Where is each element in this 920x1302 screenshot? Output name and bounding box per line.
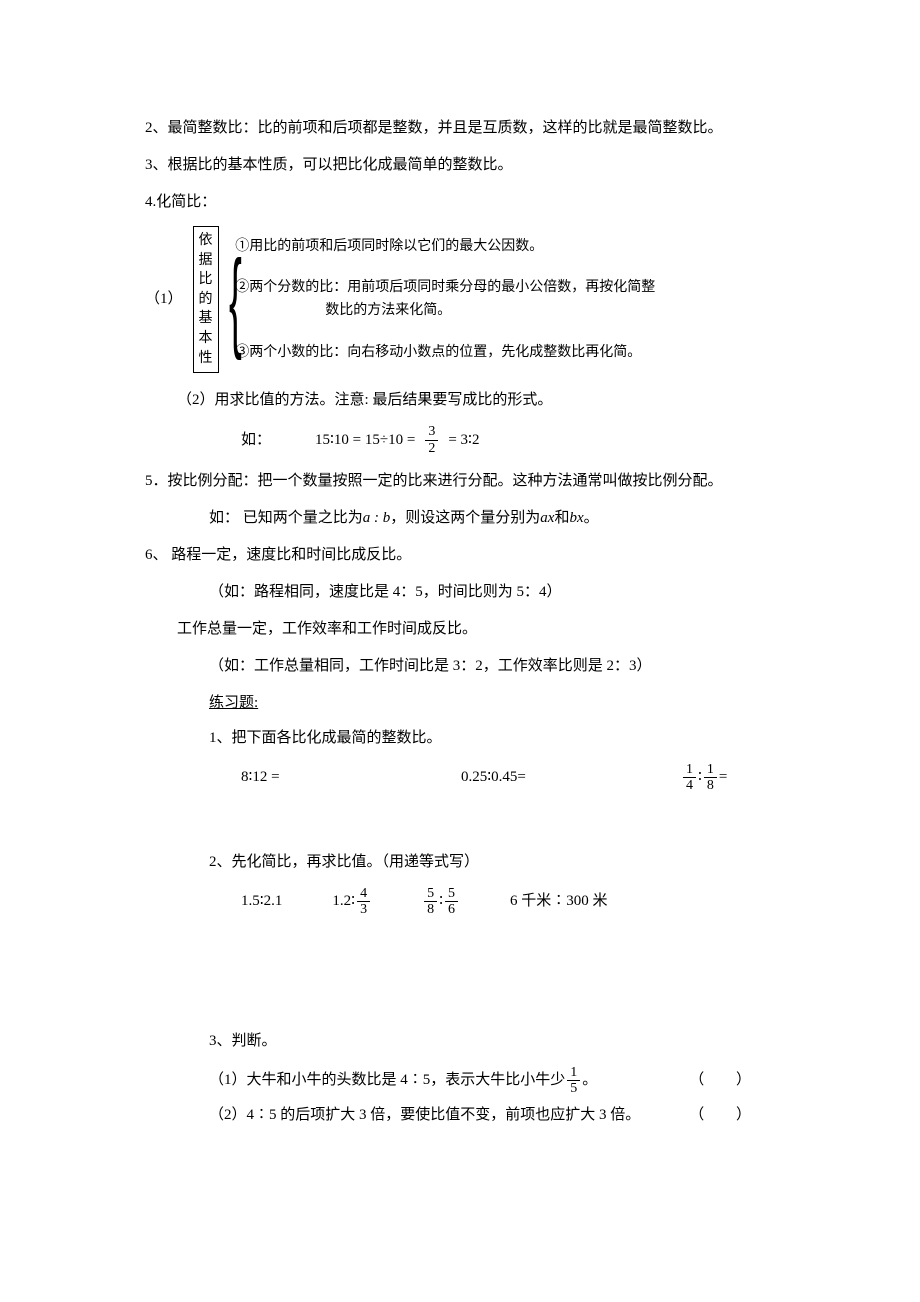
p7-and: 和 (554, 510, 569, 526)
judge-paren: （ ） (689, 1067, 765, 1094)
p7-prefix: 如： 已知两个量之比为 (209, 510, 363, 526)
para-2: 2、最简整数比：比的前项和后项都是整数，并且是互质数，这样的比就是最简整数比。 (145, 115, 805, 142)
ex2-d: 6 千米∶300 米 (510, 886, 608, 918)
frac-1-4: 1 4 (683, 762, 696, 794)
box-char: 本 (196, 329, 216, 349)
eq-part1: 15∶10 = 15÷10 = (315, 427, 415, 454)
ex1-b: 0.25∶0.45= (461, 762, 681, 794)
frac-den: 8 (424, 902, 437, 917)
para-6-ex: （如：路程相同，速度比是 4：5，时间比则为 5：4） (145, 579, 805, 606)
para-5: 5．按比例分配：把一个数量按照一定的比来进行分配。这种方法通常叫做按比例分配。 (145, 468, 805, 495)
simplify-method-1: （1） 依 据 比 的 基 本 性 { ①用比的前项和后项同时除以它们的最大公因… (145, 226, 805, 373)
frac-num: 1 (683, 762, 696, 778)
para-3: 3、根据比的基本性质，可以把比化成最简单的整数比。 (145, 152, 805, 179)
equals: = (719, 764, 727, 791)
box-char: 据 (196, 251, 216, 271)
ex-heading-text: 练习题: (209, 695, 258, 711)
brace-item-1: ①用比的前项和后项同时除以它们的最大公因数。 (235, 234, 655, 259)
frac-den: 4 (683, 778, 696, 793)
para-5-ex: 如： 已知两个量之比为a : b，则设这两个量分别为ax和bx。 (145, 505, 805, 532)
frac-num: 5 (445, 886, 458, 902)
judge-2: （2）4∶5 的后项扩大 3 倍，要使比值不变，前项也应扩大 3 倍。 （ ） (145, 1102, 805, 1129)
ex2-b: 1.2∶ 4 3 (332, 886, 372, 918)
frac-5-6: 5 6 (445, 886, 458, 918)
frac-den: 2 (425, 441, 438, 456)
frac-5-8: 5 8 (424, 886, 437, 918)
fraction-3-2: 3 2 (425, 424, 438, 456)
frac-num: 3 (425, 424, 438, 440)
frac-den: 6 (445, 902, 458, 917)
ex2-a: 1.5∶2.1 (241, 886, 282, 918)
box-char: 比 (196, 270, 216, 290)
brace-item-2: ②两个分数的比：用前项后项同时乘分母的最小公倍数，再按化简整 数比的方法来化简。 (235, 277, 655, 322)
box-char: 依 (196, 231, 216, 251)
p7-mid: ，则设这两个量分别为 (390, 510, 540, 526)
exercise-heading: 练习题: (145, 690, 805, 717)
para-6b: 工作总量一定，工作效率和工作时间成反比。 (145, 616, 805, 643)
eq-label: 如： (241, 427, 271, 454)
para-6: 6、 路程一定，速度比和时间比成反比。 (145, 542, 805, 569)
ex1-a: 8∶12 = (241, 762, 461, 794)
judge-paren: （ ） (689, 1102, 765, 1129)
frac-num: 1 (567, 1065, 580, 1081)
box-char: 的 (196, 290, 216, 310)
frac-4-3: 4 3 (357, 886, 370, 918)
j1-end: 。 (582, 1067, 597, 1094)
colon: ∶ (439, 888, 443, 915)
para-6b-ex: （如：工作总量相同，工作时间比是 3：2，工作效率比则是 2：3） (145, 653, 805, 680)
brace-group: { ①用比的前项和后项同时除以它们的最大公因数。 ②两个分数的比：用前项后项同时… (229, 234, 656, 365)
para-4-title: 4.化简比： (145, 189, 805, 216)
left-brace: { (228, 256, 241, 344)
p7-end: 。 (584, 510, 599, 526)
frac-1-8: 1 8 (704, 762, 717, 794)
ex2-c: 5 8 ∶ 5 6 (422, 886, 460, 918)
frac-den: 8 (704, 778, 717, 793)
example-equation: 如： 15∶10 = 15÷10 = 3 2 = 3∶2 (145, 424, 805, 456)
p7-ab: a : b (363, 510, 391, 526)
brace-item-2a: ②两个分数的比：用前项后项同时乘分母的最小公倍数，再按化简整 (235, 280, 655, 295)
frac-num: 1 (704, 762, 717, 778)
brace-items: ①用比的前项和后项同时除以它们的最大公因数。 ②两个分数的比：用前项后项同时乘分… (235, 234, 655, 365)
ex1-title: 1、把下面各比化成最简的整数比。 (145, 725, 805, 752)
frac-1-5: 1 5 (567, 1065, 580, 1097)
prefix-1: （1） (145, 286, 183, 313)
frac-den: 3 (357, 902, 370, 917)
ex2-items: 1.5∶2.1 1.2∶ 4 3 5 8 ∶ 5 6 6 千米∶300 米 (145, 886, 805, 918)
box-char: 性 (196, 349, 216, 369)
ex3-title: 3、判断。 (145, 1028, 805, 1055)
judge-2-text: （2）4∶5 的后项扩大 3 倍，要使比值不变，前项也应扩大 3 倍。 (209, 1102, 640, 1129)
ex1-c: 1 4 ∶ 1 8 = (681, 762, 727, 794)
judge-1: （1）大牛和小牛的头数比是 4∶5，表示大牛比小牛少 1 5 。 （ ） (145, 1065, 805, 1097)
j1-pre: （1）大牛和小牛的头数比是 4∶5，表示大牛比小牛少 (209, 1067, 565, 1094)
simplify-method-2: （2）用求比值的方法。注意: 最后结果要写成比的形式。 (145, 387, 805, 414)
brace-item-2b: 数比的方法来化简。 (235, 300, 655, 322)
frac-den: 5 (567, 1081, 580, 1096)
ex2-title: 2、先化简比，再求比值。（用递等式写） (145, 849, 805, 876)
frac-num: 4 (357, 886, 370, 902)
colon: ∶ (698, 764, 702, 791)
ex2-b-pre: 1.2∶ (332, 888, 355, 915)
judge-1-text: （1）大牛和小牛的头数比是 4∶5，表示大牛比小牛少 1 5 。 (209, 1065, 597, 1097)
p7-bx: bx (569, 510, 583, 526)
ex1-items: 8∶12 = 0.25∶0.45= 1 4 ∶ 1 8 = (145, 762, 805, 794)
brace-item-3: ③两个小数的比：向右移动小数点的位置，先化成整数比再化简。 (235, 340, 655, 365)
frac-num: 5 (424, 886, 437, 902)
p7-ax: ax (540, 510, 554, 526)
eq-part2: = 3∶2 (448, 427, 479, 454)
box-char: 基 (196, 309, 216, 329)
vertical-box: 依 据 比 的 基 本 性 (193, 226, 219, 373)
